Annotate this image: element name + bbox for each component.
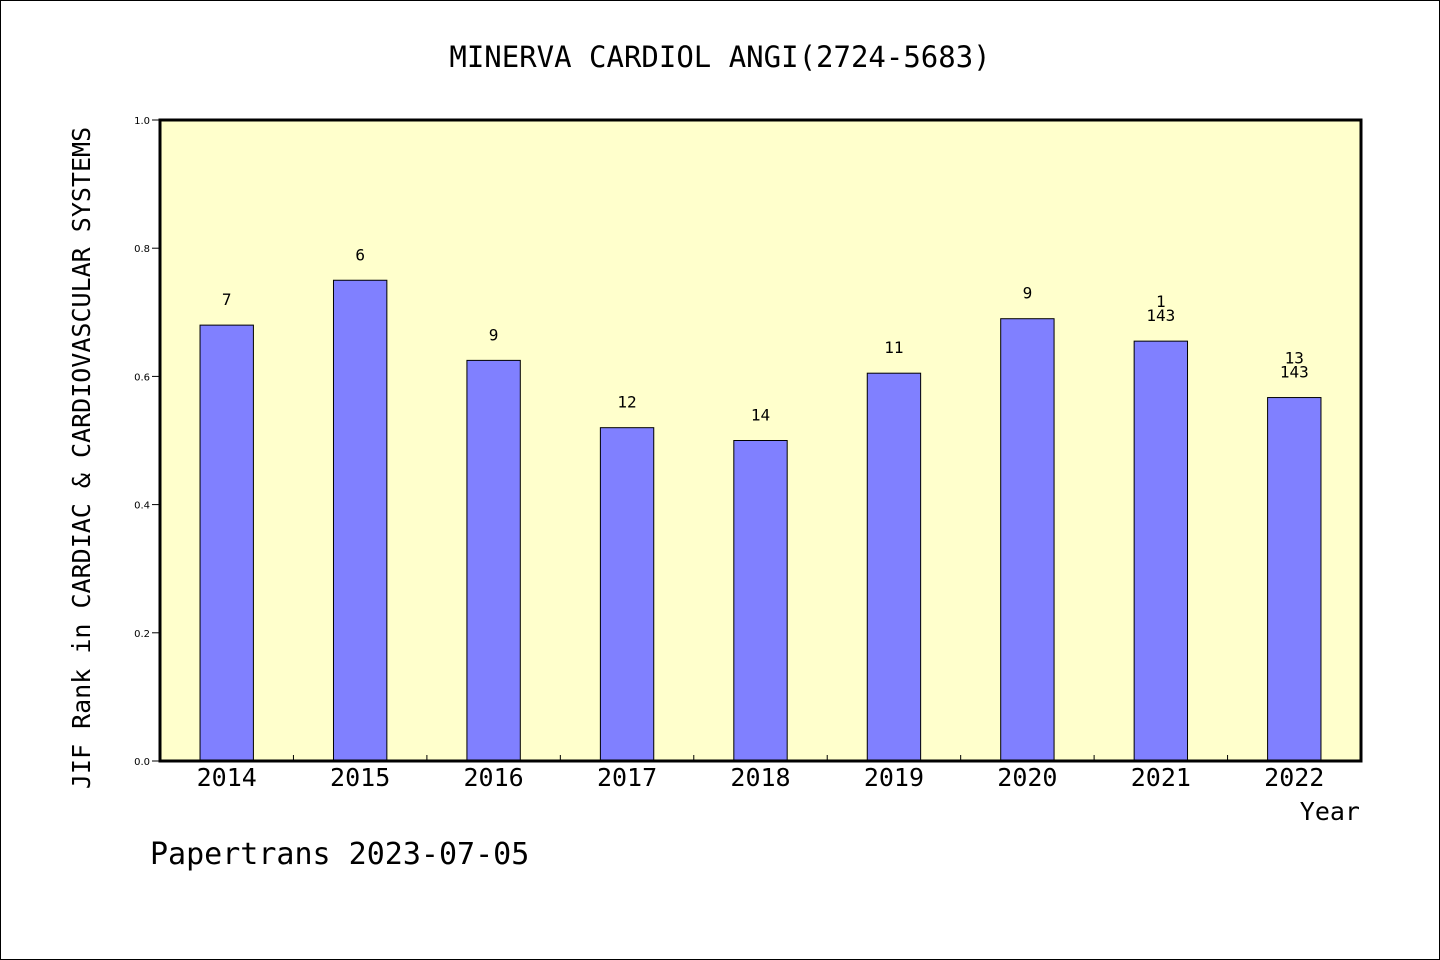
bar-2016 [466,359,521,762]
x-tick-label-2018: 2018 [730,763,790,792]
bar-2021 [1133,340,1189,762]
bar-label-2022-line-2: 143 [1280,363,1309,382]
bar-label-2015: 6 [355,245,365,264]
y-axis-label: JIF Rank in CARDIAC & CARDIOVASCULAR SYS… [67,127,96,789]
x-axis-label: Year [1300,797,1360,826]
y-tick-label: 0.0 [134,757,150,768]
bar-label-2021-line-2: 143 [1146,306,1175,325]
bar-label-2018: 14 [751,406,770,425]
bar-label-2016: 9 [489,325,499,344]
y-tick-label: 0.6 [134,372,150,383]
x-tick-label-2022: 2022 [1264,763,1324,792]
y-tick-label: 0.2 [134,629,150,640]
x-tick-label-2017: 2017 [597,763,657,792]
y-tick-label: 1.0 [134,116,150,127]
x-tick-label-2019: 2019 [864,763,924,792]
y-tick-label: 0.8 [134,244,150,255]
bar-label-2019: 11 [884,338,903,357]
bar-2017 [599,427,655,762]
bar-label-2021-line-1: 1 [1156,292,1166,311]
footer-date-stamp: Papertrans 2023-07-05 [150,837,529,872]
y-axis-ticks: 0.0 0.2 0.4 0.6 0.8 1.0 [134,116,160,768]
bar-2020 [1000,318,1055,762]
bar-label-2017: 12 [617,393,636,412]
bars-group [199,279,1322,762]
x-tick-label-2020: 2020 [997,763,1057,792]
bar-2019 [866,372,922,762]
x-tick-label-2014: 2014 [197,763,257,792]
x-tick-label-2015: 2015 [330,763,390,792]
x-tick-label-2016: 2016 [464,763,524,792]
bar-label-2022-line-1: 13 [1285,349,1304,368]
x-axis-ticks: 2014 2015 2016 2017 2018 2019 2020 2021 2022 [197,755,1324,792]
chart-title: MINERVA CARDIOL ANGI(2724-5683) [449,40,990,74]
bar-label-2020: 9 [1023,284,1033,303]
x-tick-label-2021: 2021 [1131,763,1191,792]
bar-2014 [199,324,254,762]
plot-border [158,118,1363,763]
bar-2022 [1267,397,1322,762]
bar-label-2014: 7 [222,290,232,309]
y-tick-label: 0.4 [134,501,150,512]
bar-2015 [332,279,388,762]
bar-2018 [733,440,788,762]
